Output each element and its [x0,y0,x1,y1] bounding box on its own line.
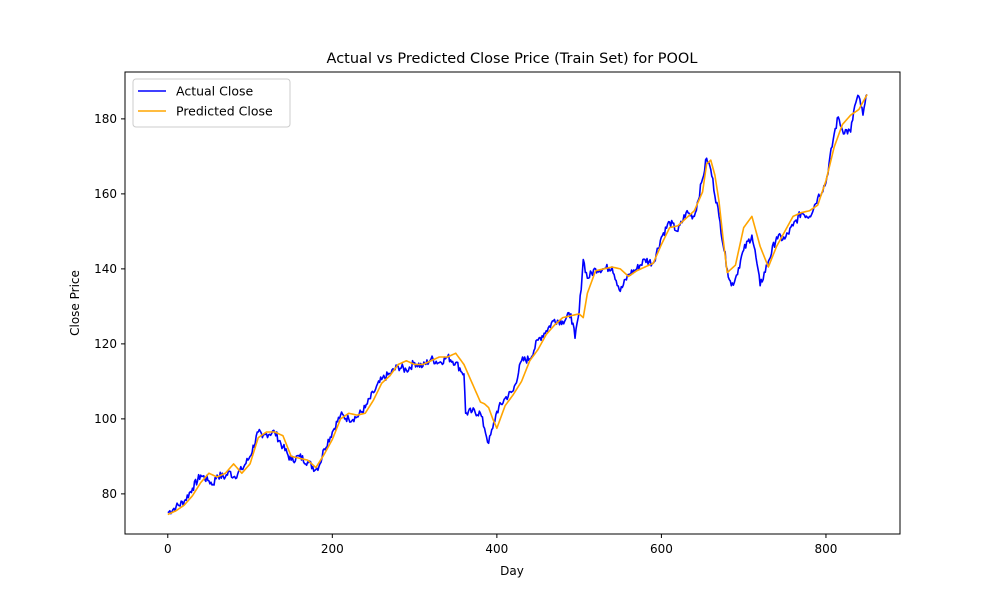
legend: Actual Close Predicted Close [132,78,291,128]
x-tick-label: 0 [164,542,172,556]
x-tick-label: 800 [815,542,838,556]
chart-title: Actual vs Predicted Close Price (Train S… [327,51,698,67]
y-tick-label: 160 [94,187,117,201]
x-tick-label: 600 [650,542,673,556]
y-tick-label: 100 [94,412,117,426]
y-tick-label: 140 [94,262,117,276]
x-axis-title: Day [500,564,524,578]
legend-label-predicted-close: Predicted Close [176,104,273,119]
series-line-predicted-close [167,94,868,516]
plot-frame [124,71,901,535]
x-tick-label: 200 [321,542,344,556]
y-axis: 80 100 120 140 160 180 [94,112,125,501]
legend-box [132,78,291,128]
legend-label-actual-close: Actual Close [176,84,253,99]
y-tick-label: 180 [94,112,117,126]
y-tick-label: 80 [102,487,117,501]
x-axis: 0 200 400 600 800 [164,534,837,556]
y-axis-title: Close Price [68,270,82,336]
series-line-actual-close [167,93,868,515]
x-tick-label: 400 [485,542,508,556]
plot-area [167,93,868,516]
y-tick-label: 120 [94,337,117,351]
